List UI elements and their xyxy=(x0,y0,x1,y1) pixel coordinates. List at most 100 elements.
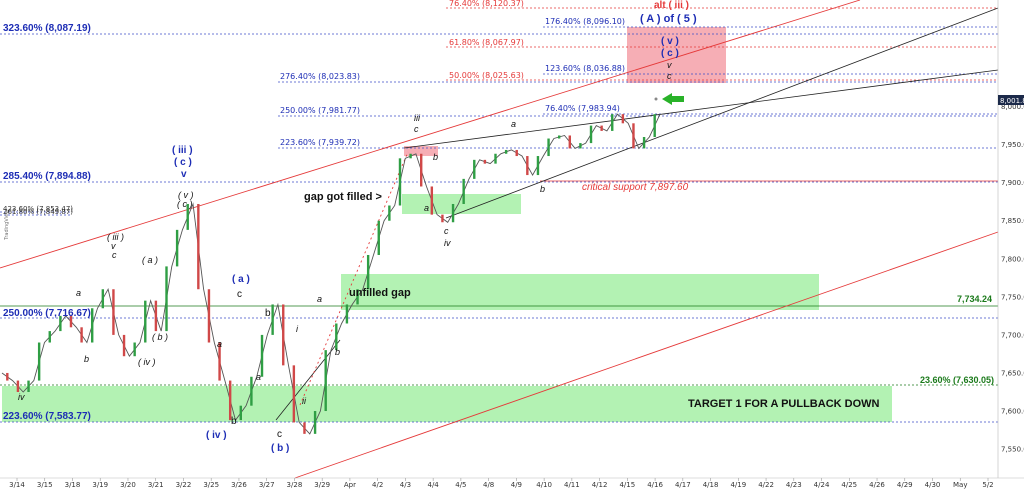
y-tick-label: 7,800.00 xyxy=(1001,255,1024,263)
candle xyxy=(409,153,412,159)
x-tick-label: 3/20 xyxy=(120,481,136,489)
x-tick-label: 4/12 xyxy=(592,481,608,489)
wave-label: v xyxy=(667,60,672,70)
x-tick-label: 3/27 xyxy=(259,481,275,489)
wave-label: ( c ) xyxy=(177,199,193,209)
y-tick-label: 7,900.00 xyxy=(1001,179,1024,187)
candle xyxy=(579,143,582,149)
y-tick-label: 7,650.00 xyxy=(1001,369,1024,377)
x-tick-label: 4/11 xyxy=(564,481,580,489)
x-tick-label: 3/26 xyxy=(231,481,247,489)
fib-label-overlap-1: 423.60% (7,853.47) xyxy=(3,205,73,213)
dotted-red-rise xyxy=(299,151,409,406)
candle xyxy=(6,372,9,381)
fib-label-23-green: 23.60% (7,630.05) xyxy=(920,375,994,385)
alt-iii-label: alt ( iii ) xyxy=(654,0,689,11)
fib-label-323: 323.60% (8,087.19) xyxy=(3,23,91,34)
wave-label: ( c ) xyxy=(174,157,192,168)
candle xyxy=(420,153,423,187)
wave-label: b xyxy=(433,152,438,162)
candle xyxy=(430,186,434,215)
fib-label-176: 176.40% (8,096.10) xyxy=(545,17,625,26)
candle xyxy=(398,158,402,206)
wave-label: b xyxy=(84,354,89,364)
x-tick-label: 4/17 xyxy=(675,481,691,489)
fib-label-276: 276.40% (8,023.83) xyxy=(280,72,360,81)
fib-lines-red xyxy=(446,7,998,81)
price-series xyxy=(1,113,661,435)
candle xyxy=(462,178,465,204)
x-tick-label: 4/16 xyxy=(647,481,663,489)
candle xyxy=(600,125,603,131)
candle xyxy=(91,308,94,343)
y-tick-label: 7,700.00 xyxy=(1001,331,1024,339)
wave-label: c xyxy=(667,71,672,81)
candle xyxy=(133,342,136,357)
candle xyxy=(239,405,242,421)
candle xyxy=(441,214,444,223)
fib-label-250b: 250.00% (7,981.77) xyxy=(280,106,360,115)
candle xyxy=(37,342,41,381)
price-candles xyxy=(6,114,656,434)
x-tick-label: 4/15 xyxy=(619,481,635,489)
x-tick-label: May xyxy=(953,481,967,489)
candle xyxy=(621,114,625,124)
gap-filled-note: gap got filled > xyxy=(304,191,382,203)
candle xyxy=(547,138,550,157)
x-tick-label: 3/21 xyxy=(148,481,164,489)
x-tick-label: 4/26 xyxy=(869,481,885,489)
dot-marker xyxy=(654,97,658,101)
wave-label: iv xyxy=(18,392,25,402)
wave-label: ( c ) xyxy=(661,48,679,59)
time-axis-ticks: 3/14 3/15 3/18 3/19 3/20 3/21 3/22 3/25 3/26 3/27… xyxy=(9,478,994,489)
candle xyxy=(282,304,285,366)
critical-support-note: critical support 7,897.60 xyxy=(582,182,689,193)
x-tick-label: 4/3 xyxy=(400,481,411,489)
unfilled-gap-note: unfilled gap xyxy=(349,287,411,299)
x-tick-label: 4/2 xyxy=(372,481,383,489)
fib-label-123: 123.60% (8,036.88) xyxy=(545,64,625,73)
fib-label-223b: 223.60% (7,939.72) xyxy=(280,138,360,147)
wave-label: ( iii ) xyxy=(107,232,124,242)
candle xyxy=(526,156,529,176)
wave-label: a xyxy=(76,288,81,298)
x-tick-label: 4/30 xyxy=(925,481,941,489)
candle xyxy=(589,125,593,144)
candle xyxy=(632,123,635,149)
price-axis xyxy=(998,0,1024,478)
price-marker: 8,001.85 xyxy=(1000,97,1024,105)
wave-label: b xyxy=(335,347,340,357)
x-tick-label: 4/23 xyxy=(786,481,802,489)
candle xyxy=(335,323,338,351)
candle xyxy=(218,342,221,381)
price-line xyxy=(1,113,661,435)
x-tick-label: 4/10 xyxy=(536,481,552,489)
unfilled-gap-zone xyxy=(341,274,819,310)
wave-label: a xyxy=(424,203,429,213)
wave-label: ( iii ) xyxy=(172,145,193,156)
candle xyxy=(271,304,274,335)
candle xyxy=(568,135,571,149)
x-tick-label: 5/2 xyxy=(982,481,993,489)
fib-label-50: 50.00% (8,025.63) xyxy=(449,71,524,80)
x-tick-label: 3/15 xyxy=(37,481,53,489)
x-tick-label: 4/24 xyxy=(814,481,830,489)
wave-label: ( iv ) xyxy=(138,357,156,367)
candle xyxy=(186,203,189,230)
candle xyxy=(611,114,614,131)
candle xyxy=(356,289,359,305)
candle xyxy=(483,159,487,164)
x-tick-label: 4/19 xyxy=(730,481,746,489)
candle xyxy=(250,376,253,406)
x-tick-label: Apr xyxy=(344,481,356,489)
fib-label-76-red: 76.40% (8,120.37) xyxy=(449,0,524,8)
wave-label: i xyxy=(296,324,299,334)
trendline-lower-black xyxy=(445,7,999,219)
wave-label: a xyxy=(217,339,222,349)
x-tick-label: 3/22 xyxy=(176,481,192,489)
wave-label: ( v ) xyxy=(661,36,679,47)
price-marker-box xyxy=(998,95,1024,105)
candle xyxy=(101,289,105,309)
target-note: TARGET 1 FOR A PULLBACK DOWN xyxy=(688,398,880,410)
wave-label: iv xyxy=(444,238,451,248)
